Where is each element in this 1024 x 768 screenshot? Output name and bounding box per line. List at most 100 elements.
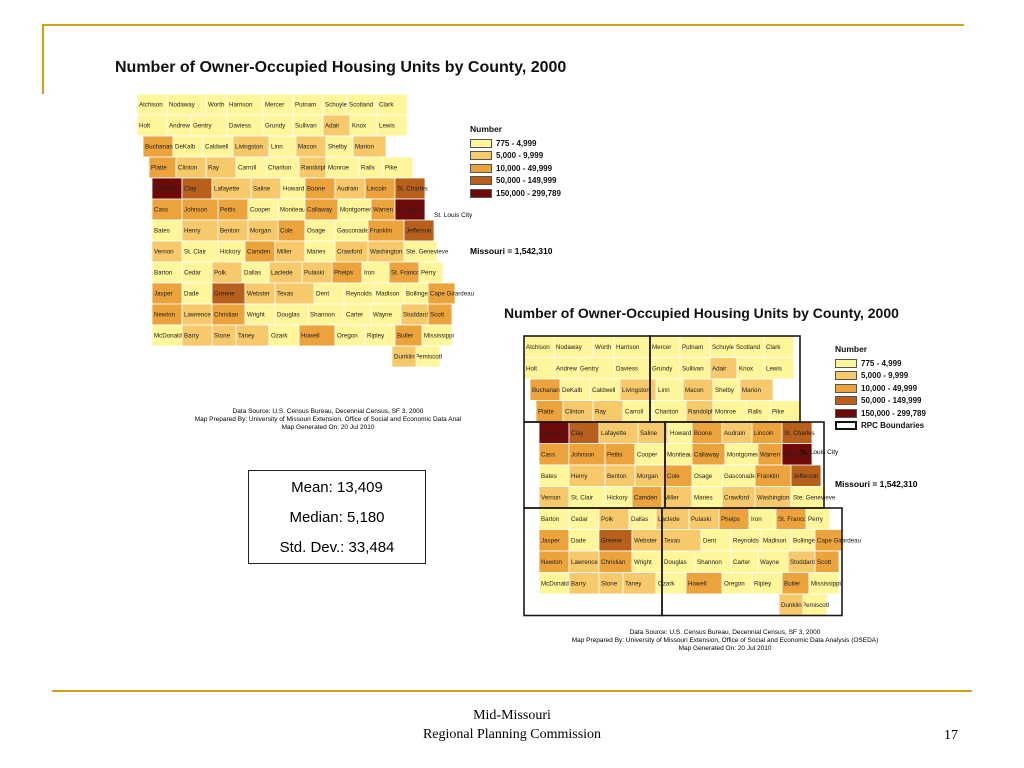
- legend-swatch: [835, 383, 857, 393]
- county-label: Lewis: [766, 365, 782, 372]
- county-label: Polk: [214, 270, 227, 277]
- county-label: Stone: [214, 333, 231, 340]
- legend-row: 775 - 4,999: [470, 137, 561, 150]
- county-label: Atchison: [526, 344, 550, 351]
- county-label: Cole: [667, 473, 680, 480]
- county-label: Callaway: [694, 451, 720, 458]
- county-label: St. Clair: [571, 494, 593, 501]
- county-label: Butler: [397, 333, 413, 340]
- county-label: Jasper: [154, 291, 173, 298]
- county-label: Lawrence: [184, 312, 211, 319]
- county-label: Grundy: [265, 123, 286, 130]
- county-label: Webster: [247, 291, 270, 298]
- county-label: Johnson: [571, 451, 595, 458]
- st-louis-city-label: St. Louis City: [434, 212, 473, 219]
- county-label: Newton: [541, 559, 563, 566]
- county-label: Maries: [307, 249, 326, 256]
- county-label: Henry: [571, 473, 588, 480]
- legend-title: Number: [470, 124, 503, 134]
- map-left-legend: Number 775 - 4,999 5,000 - 9,999 10,000 - …: [470, 124, 561, 200]
- county-label: Johnson: [184, 207, 208, 214]
- county-label: Linn: [658, 387, 670, 394]
- county-label: Texas: [664, 537, 680, 544]
- county-label: Holt: [526, 365, 537, 372]
- st-louis-city-label: St. Louis City: [800, 449, 839, 456]
- county-label: Sullivan: [682, 365, 704, 372]
- county-label: Benton: [220, 228, 240, 235]
- county-label: St. Louis: [397, 207, 421, 214]
- county-label: Ozark: [658, 580, 675, 587]
- county-label: Morgan: [250, 228, 272, 235]
- county-label: Morgan: [637, 473, 659, 480]
- county-label: Ray: [595, 408, 607, 415]
- county-label: Caldwell: [592, 387, 615, 394]
- county-label: McDonald: [154, 333, 182, 340]
- county-label: Hickory: [607, 494, 629, 501]
- county-label: Dade: [184, 291, 199, 298]
- legend-swatch-rpc: [835, 421, 857, 431]
- county-label: Gentry: [580, 365, 599, 372]
- county-label: Clinton: [178, 165, 198, 172]
- legend-label: 150,000 - 299,789: [861, 408, 926, 418]
- county-label: Perry: [421, 270, 437, 277]
- county-label: Vernon: [154, 249, 174, 256]
- county-label: Pettis: [220, 207, 235, 214]
- county-label: Texas: [277, 291, 293, 298]
- county-label: Dunklin: [781, 602, 802, 609]
- source-line-1: Data Source: U.S. Census Bureau, Decenni…: [232, 408, 424, 415]
- county-label: St. Francois: [778, 516, 811, 523]
- county-label: Dent: [703, 537, 716, 544]
- county-label: Audrain: [724, 430, 746, 437]
- county-label: Shelby: [715, 387, 735, 394]
- county-label: Harrison: [229, 102, 253, 109]
- county-label: Grundy: [652, 365, 673, 372]
- footer-org-line-2: Regional Planning Commission: [422, 727, 602, 742]
- legend-swatch: [835, 408, 857, 418]
- map-right: Atchison Nodaway Worth Harrison Mercer Putnam…: [523, 335, 862, 617]
- county-label: St. Louis: [784, 451, 808, 458]
- county-label: Wayne: [373, 312, 393, 319]
- county-label: Howell: [301, 333, 320, 340]
- county-dunklin: [391, 345, 417, 368]
- county-label: St. Charles: [397, 186, 428, 193]
- county-label: Sullivan: [295, 123, 317, 130]
- county-label: Bollinger: [406, 291, 430, 298]
- county-label: Franklin: [757, 473, 780, 480]
- county-label: Andrew: [169, 123, 191, 130]
- county-label: Mercer: [265, 102, 284, 109]
- county-label: Mercer: [652, 344, 671, 351]
- source-line-2: Map Prepared By: University of Missouri …: [571, 637, 879, 644]
- county-label: Barry: [184, 333, 200, 340]
- county-label: Daviess: [229, 123, 251, 130]
- county-label: Dent: [316, 291, 329, 298]
- missouri-total: Missouri = 1,542,310: [470, 246, 553, 256]
- county-label: Warren: [760, 451, 781, 458]
- county-label: Randolph: [301, 165, 328, 172]
- county-label: Carroll: [625, 408, 643, 415]
- county-label: Chariton: [655, 408, 679, 415]
- county-label: DeKalb: [175, 144, 196, 151]
- county-label: Clark: [766, 344, 781, 351]
- county-label: Daviess: [616, 365, 638, 372]
- county-label: Shelby: [328, 144, 348, 151]
- county-label: Cooper: [250, 207, 270, 214]
- county-label: Atchison: [139, 102, 163, 109]
- stat-median: Median: 5,180: [289, 509, 385, 526]
- legend-label: 10,000 - 49,999: [861, 383, 918, 393]
- county-label: Mississippi: [424, 333, 454, 340]
- county-label: Henry: [184, 228, 201, 235]
- county-label: Bates: [154, 228, 170, 235]
- county-label: Reynolds: [346, 291, 372, 298]
- county-label: Miller: [277, 249, 292, 256]
- county-label: Boone: [694, 430, 712, 437]
- county-label: Livingston: [622, 387, 650, 394]
- county-label: Warren: [373, 207, 394, 214]
- county-label: Laclede: [658, 516, 680, 523]
- legend-row: 50,000 - 149,999: [470, 175, 561, 188]
- legend-label: 5,000 - 9,999: [496, 151, 544, 161]
- county-label: Ralls: [748, 408, 762, 415]
- legend-label: 50,000 - 149,999: [861, 396, 922, 406]
- county-label: Schuyler: [325, 102, 349, 109]
- legend-swatch: [470, 163, 492, 173]
- county-label: Carter: [733, 559, 750, 566]
